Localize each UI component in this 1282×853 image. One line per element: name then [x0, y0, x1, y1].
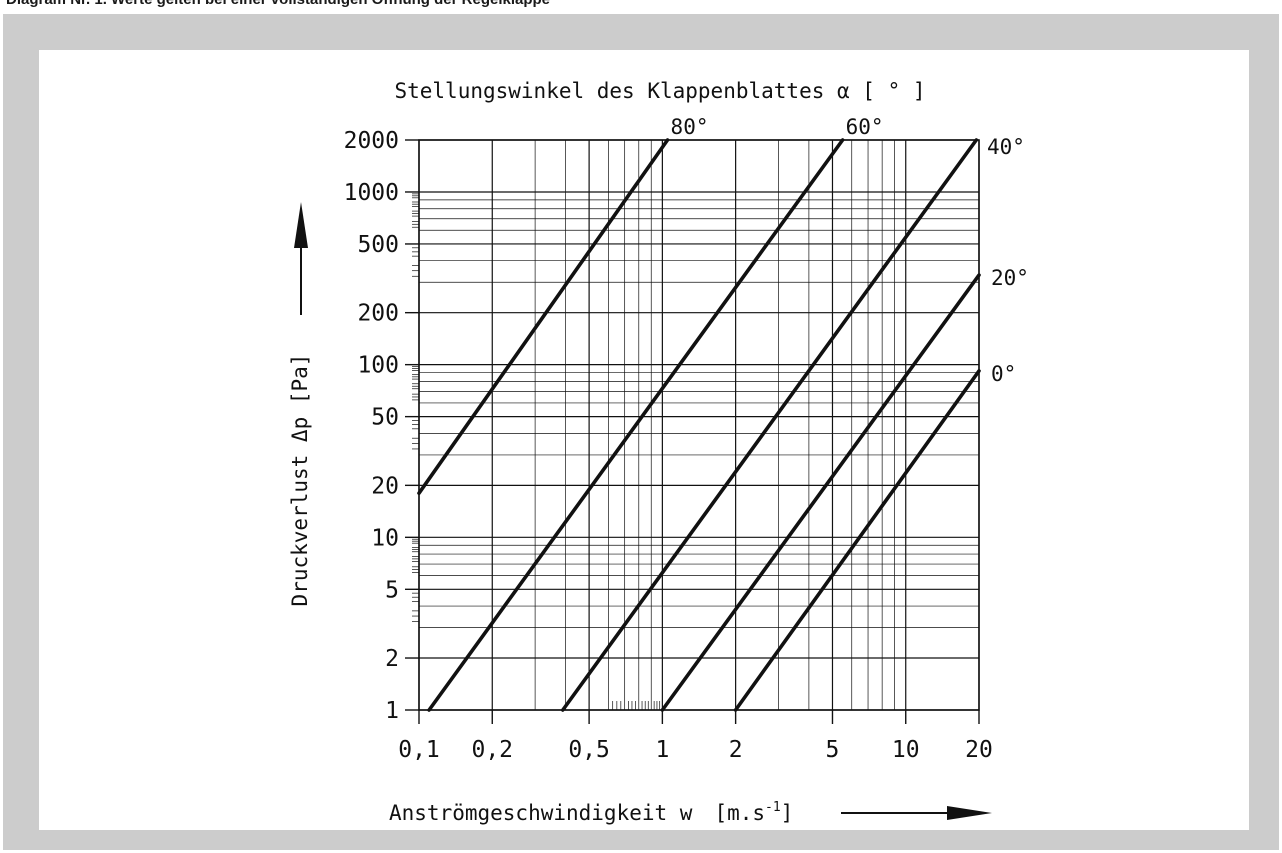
series-line	[733, 369, 981, 712]
grid-major	[418, 139, 980, 711]
y-tick-label: 2	[385, 646, 399, 672]
x-axis-label-exponent: -1	[765, 800, 781, 815]
y-tick-label: 5	[385, 577, 399, 603]
series-label: 40°	[987, 135, 1025, 159]
y-tick-label: 20	[371, 473, 399, 499]
series-line	[427, 138, 845, 712]
series-line	[660, 273, 981, 712]
y-axis-ticks	[405, 139, 419, 711]
series-layer	[417, 138, 981, 712]
x-tick-labels: 0,1 0,2 0,5 1 2 5 10 20	[398, 737, 993, 763]
diagram-caption: Diagram Nr. 1. Werte gelten bei einer vo…	[6, 0, 550, 9]
series-label: 80°	[671, 115, 709, 139]
figure-frame: 80° 60° 40° 20° 0° 0,1 0,2 0,5 1 2 5 10 20 1 2 5 10 20 5…	[3, 14, 1279, 850]
x-tick-label: 0,1	[398, 737, 440, 763]
y-tick-label: 50	[371, 405, 399, 431]
x-axis-arrow	[841, 806, 992, 820]
chart-title: Stellungswinkel des Klappenblattes α [ °…	[394, 79, 925, 103]
series-label: 20°	[991, 266, 1029, 290]
plot-border	[418, 139, 980, 711]
y-tick-label: 1000	[344, 180, 399, 206]
series-label: 60°	[846, 115, 884, 139]
x-axis-label: Anströmgeschwindigkeit w [m.s-1]	[389, 800, 793, 825]
y-tick-labels: 1 2 5 10 20 50 100 200 500 1000 2000	[344, 128, 399, 724]
x-tick-label: 2	[729, 737, 743, 763]
chart-panel: 80° 60° 40° 20° 0° 0,1 0,2 0,5 1 2 5 10 20 1 2 5 10 20 5…	[39, 50, 1249, 830]
y-axis-arrow	[294, 202, 308, 315]
series-line	[417, 138, 670, 496]
x-tick-label: 20	[965, 737, 993, 763]
series-label: 0°	[991, 362, 1016, 386]
x-tick-label: 0,2	[471, 737, 513, 763]
y-tick-label: 1	[385, 698, 399, 724]
x-axis-ticks	[418, 710, 980, 724]
grid-minor	[412, 140, 979, 710]
x-tick-label: 10	[892, 737, 920, 763]
y-axis-label: Druckverlust Δp [Pa]	[288, 354, 312, 607]
x-axis-label-main: Anströmgeschwindigkeit w	[389, 801, 693, 825]
series-line	[560, 138, 979, 712]
y-tick-label: 500	[357, 232, 399, 258]
x-tick-label: 5	[826, 737, 840, 763]
x-axis-label-close: ]	[781, 801, 794, 825]
x-axis-label-unit: [m.s	[714, 801, 765, 825]
y-tick-label: 100	[357, 353, 399, 379]
pressure-loss-chart: 80° 60° 40° 20° 0° 0,1 0,2 0,5 1 2 5 10 20 1 2 5 10 20 5…	[288, 79, 1029, 825]
x-tick-label: 0,5	[568, 737, 610, 763]
y-tick-label: 10	[371, 525, 399, 551]
series-labels: 80° 60° 40° 20° 0°	[671, 115, 1029, 386]
y-tick-label: 200	[357, 301, 399, 327]
x-tick-label: 1	[655, 737, 669, 763]
y-tick-label: 2000	[344, 128, 399, 154]
